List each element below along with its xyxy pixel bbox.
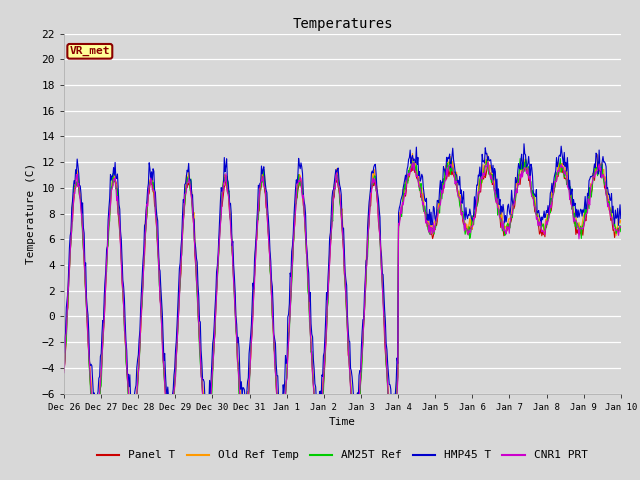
Panel T [617,225,625,230]
CNR1 PRT [428,225,435,230]
Panel T [127,419,135,424]
Panel T [428,231,435,237]
Old Ref Temp [70,191,78,197]
HMP45 T [520,141,528,147]
AM25T Ref [214,263,222,269]
CNR1 PRT [617,224,625,230]
Old Ref Temp [60,368,68,373]
HMP45 T [127,405,135,411]
Line: HMP45 T: HMP45 T [64,144,621,408]
Old Ref Temp [93,422,100,428]
CNR1 PRT [278,428,285,433]
Old Ref Temp [214,257,222,263]
CNR1 PRT [411,167,419,173]
Panel T [60,367,68,373]
Line: CNR1 PRT: CNR1 PRT [64,162,621,431]
Panel T [411,169,419,175]
Old Ref Temp [409,151,417,156]
Panel T [520,161,527,167]
Title: Temperatures: Temperatures [292,17,393,31]
HMP45 T [388,406,396,411]
HMP45 T [184,169,192,175]
CNR1 PRT [60,370,68,375]
Old Ref Temp [428,221,436,227]
Panel T [185,182,193,188]
X-axis label: Time: Time [329,417,356,427]
HMP45 T [428,209,435,215]
AM25T Ref [428,227,435,232]
Panel T [70,194,78,200]
AM25T Ref [128,438,136,444]
AM25T Ref [127,426,135,432]
HMP45 T [617,216,625,221]
AM25T Ref [185,176,193,181]
CNR1 PRT [127,420,135,425]
AM25T Ref [617,229,625,235]
Legend: Panel T, Old Ref Temp, AM25T Ref, HMP45 T, CNR1 PRT: Panel T, Old Ref Temp, AM25T Ref, HMP45 … [93,446,592,465]
Old Ref Temp [617,217,625,223]
Line: Old Ref Temp: Old Ref Temp [64,154,621,425]
Text: VR_met: VR_met [70,46,110,57]
Y-axis label: Temperature (C): Temperature (C) [26,163,36,264]
Line: AM25T Ref: AM25T Ref [64,158,621,441]
HMP45 T [70,178,78,183]
HMP45 T [60,350,68,356]
CNR1 PRT [484,159,492,165]
Line: Panel T: Panel T [64,164,621,429]
HMP45 T [214,263,221,269]
AM25T Ref [411,163,419,169]
AM25T Ref [70,183,78,189]
AM25T Ref [447,155,455,161]
Panel T [166,426,174,432]
Old Ref Temp [128,418,136,423]
CNR1 PRT [214,273,221,279]
CNR1 PRT [184,180,192,185]
Old Ref Temp [412,162,419,168]
Panel T [214,258,222,264]
HMP45 T [411,157,419,163]
AM25T Ref [60,366,68,372]
Old Ref Temp [185,168,193,174]
CNR1 PRT [70,190,78,196]
